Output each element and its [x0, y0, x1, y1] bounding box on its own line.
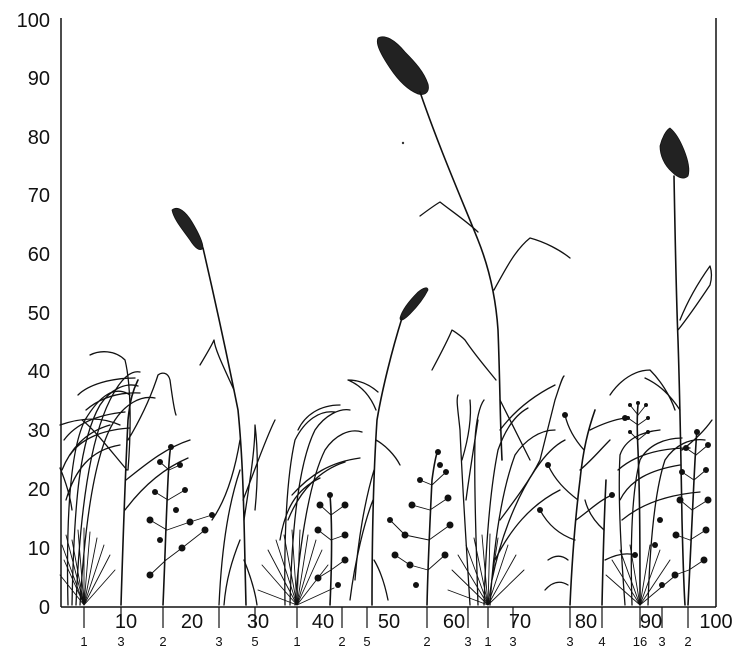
x-tick-label: 60: [443, 611, 465, 633]
y-tick-label: 0: [39, 597, 50, 619]
species-number: 3: [566, 634, 573, 649]
spike-grass-center: [347, 287, 429, 606]
forb-330: [314, 492, 349, 606]
x-axis-labels: 10 20 30 40 50 60 70 80 90 100: [115, 611, 733, 633]
species-number: 2: [423, 634, 430, 649]
x-tick-label: 80: [575, 611, 597, 633]
y-tick-label: 100: [17, 10, 50, 32]
species-number: 5: [251, 634, 258, 649]
tussock-grass-right: [605, 369, 706, 606]
y-tick-label: 80: [28, 127, 50, 149]
species-number: 5: [363, 634, 370, 649]
small-panicle: [626, 401, 650, 606]
x-tick-label: 50: [378, 611, 400, 633]
x-tick-label: 20: [181, 611, 203, 633]
species-number: 4: [598, 634, 605, 649]
x-tick-label: 90: [640, 611, 662, 633]
x-tick-label: 40: [312, 611, 334, 633]
species-number: 3: [464, 634, 471, 649]
species-number: 1: [80, 634, 87, 649]
species-number: 1: [484, 634, 491, 649]
y-tick-label: 50: [28, 303, 50, 325]
species-number: 16: [633, 634, 647, 649]
y-tick-label: 20: [28, 479, 50, 501]
forb-427: [387, 449, 454, 606]
tall-panicle-grass: [376, 36, 571, 461]
x-tick-label: 10: [115, 611, 137, 633]
tussock-grass-left: [59, 351, 156, 606]
y-tick-label: 40: [28, 361, 50, 383]
species-number: 2: [684, 634, 691, 649]
leafy-forb-right: [537, 409, 638, 606]
species-number: 2: [159, 634, 166, 649]
species-number-labels: 1 3 2 3 5 1 2 5 2 3 1 3 3 4 16 3 2: [80, 634, 691, 649]
species-number: 1: [293, 634, 300, 649]
species-number: 3: [509, 634, 516, 649]
y-tick-label: 90: [28, 68, 50, 90]
species-number: 3: [215, 634, 222, 649]
y-tick-label: 30: [28, 420, 50, 442]
x-tick-marks: [83, 607, 689, 628]
tall-panicle-grass-right: [644, 127, 713, 606]
y-tick-label: 10: [28, 538, 50, 560]
spike-grass-left: [171, 207, 276, 606]
x-tick-label: 100: [699, 611, 732, 633]
x-tick-label: 30: [247, 611, 269, 633]
forb-690: [652, 429, 712, 606]
y-tick-label: 60: [28, 244, 50, 266]
species-number: 3: [658, 634, 665, 649]
species-number: 3: [117, 634, 124, 649]
grass-stem-121: [81, 372, 191, 606]
stray-dot: [401, 141, 405, 145]
x-tick-label: 70: [509, 611, 531, 633]
tussock-grass-center-left: [257, 404, 363, 606]
y-tick-label: 70: [28, 185, 50, 207]
species-number: 2: [338, 634, 345, 649]
tussock-grass-center-right: [447, 375, 566, 606]
y-axis-labels: 0 10 20 30 40 50 60 70 80 90 100: [17, 10, 50, 619]
forb-163: [146, 444, 215, 606]
